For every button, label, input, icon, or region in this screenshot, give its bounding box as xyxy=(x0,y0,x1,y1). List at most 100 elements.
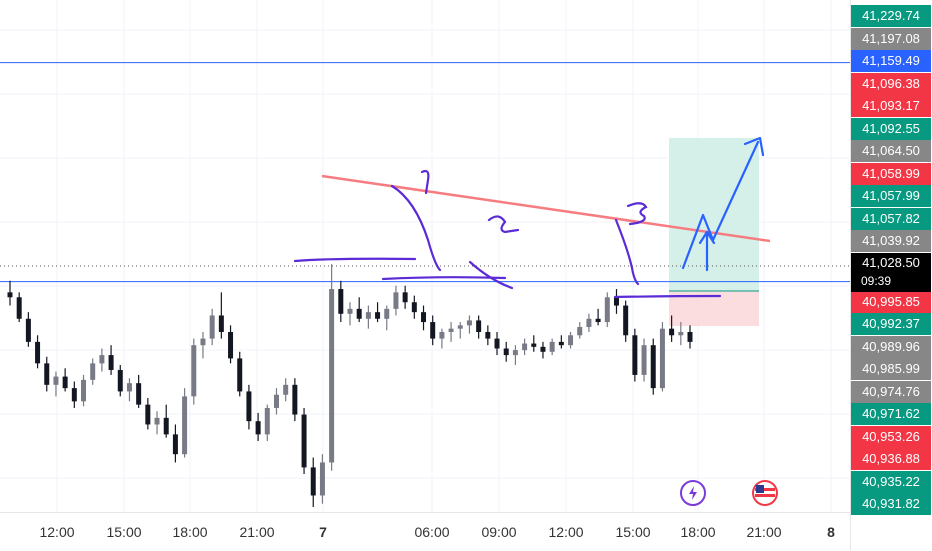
time-label: 06:00 xyxy=(414,524,450,540)
candle xyxy=(218,292,224,339)
candle-body xyxy=(154,417,160,425)
candle xyxy=(329,264,335,471)
candle-body xyxy=(283,384,289,395)
candle xyxy=(264,404,270,441)
candle-body xyxy=(503,348,509,356)
price-label: 40,995.85 xyxy=(851,290,931,313)
candle xyxy=(503,341,509,362)
candle xyxy=(568,331,574,349)
candle xyxy=(35,335,41,369)
candle-body xyxy=(393,292,399,309)
price-scale[interactable]: 41,229.74 41,197.08 41,159.49 41,096.38 41,0… xyxy=(850,0,932,550)
candle xyxy=(347,302,353,326)
candle-body xyxy=(586,318,592,328)
candle xyxy=(319,454,325,504)
candle-body xyxy=(182,396,188,455)
candle-body xyxy=(218,315,224,332)
candle-body xyxy=(430,322,436,339)
time-label: 18:00 xyxy=(172,524,208,540)
candle-body xyxy=(540,346,546,352)
candle xyxy=(246,384,252,430)
price-label: 40,953.26 xyxy=(851,425,931,448)
candle xyxy=(136,374,142,408)
us-flag-event-icon[interactable] xyxy=(752,480,778,506)
candle xyxy=(678,322,684,346)
price-label: 40,971.62 xyxy=(851,403,931,425)
lightning-event-icon[interactable] xyxy=(680,480,706,506)
price-label: 40,935.22 xyxy=(851,470,931,493)
candle xyxy=(273,388,279,415)
candle xyxy=(641,338,647,382)
candle xyxy=(476,315,482,339)
candle-body xyxy=(163,417,169,435)
candle-body xyxy=(255,421,261,435)
candle-body xyxy=(613,297,619,306)
support-line-3 xyxy=(613,294,722,299)
candle-body xyxy=(347,308,353,314)
candle-body xyxy=(476,320,482,332)
price-label: 41,197.08 xyxy=(851,27,931,50)
candle xyxy=(108,345,114,375)
candle xyxy=(439,328,445,349)
candle xyxy=(430,315,436,346)
wave-curve-2 xyxy=(468,260,514,290)
candle xyxy=(237,351,243,397)
candle-body xyxy=(172,434,178,455)
candle-body xyxy=(99,355,105,364)
candle xyxy=(338,280,344,323)
candle-body xyxy=(687,331,693,342)
candle xyxy=(595,308,601,326)
candle xyxy=(421,305,427,331)
candle xyxy=(145,398,151,430)
price-label: 41,159.49 xyxy=(851,50,931,72)
candle xyxy=(365,305,371,329)
candle-body xyxy=(301,414,307,468)
time-label: 8 xyxy=(827,524,835,540)
price-label: 41,092.55 xyxy=(851,117,931,140)
candle-body xyxy=(7,292,13,298)
candle xyxy=(613,289,619,314)
candle xyxy=(209,308,215,346)
candle-body xyxy=(90,363,96,380)
price-label: 40,985.99 xyxy=(851,358,931,380)
up-arrow-head xyxy=(698,230,716,245)
candle-body xyxy=(292,384,298,415)
candle xyxy=(154,411,160,435)
price-label: 40,931.82 xyxy=(851,493,931,515)
candle-body xyxy=(595,318,601,323)
candle xyxy=(384,305,390,331)
candle-body xyxy=(650,345,656,389)
resistance-trendline[interactable] xyxy=(321,174,771,243)
candle-body xyxy=(126,383,132,392)
candle-body xyxy=(209,315,215,339)
candle-body xyxy=(273,394,279,408)
candle xyxy=(669,315,675,342)
candle-body xyxy=(457,325,463,329)
candle-body xyxy=(200,338,206,346)
candles xyxy=(7,264,693,508)
candle-body xyxy=(466,320,472,326)
candle xyxy=(577,322,583,339)
candle-body xyxy=(191,345,197,397)
candle-body xyxy=(678,331,684,336)
candle-body xyxy=(439,331,445,339)
candle-body xyxy=(558,341,564,346)
time-label: 21:00 xyxy=(239,524,275,540)
candle xyxy=(182,388,188,458)
candle-body xyxy=(375,312,381,319)
candle-body xyxy=(246,391,252,422)
candle xyxy=(466,315,472,334)
projection-arrow-head xyxy=(743,136,765,157)
candle xyxy=(549,338,555,356)
time-scale[interactable]: 12:00 15:00 18:00 21:00 7 06:00 09:00 12:00 15:0… xyxy=(0,512,850,551)
candle-body xyxy=(35,341,41,364)
candle-body xyxy=(338,289,344,314)
candle xyxy=(457,322,463,339)
price-label: 40,989.96 xyxy=(851,335,931,358)
candle xyxy=(117,365,123,397)
price-chart[interactable] xyxy=(0,0,850,512)
horizontal-lines xyxy=(0,62,850,283)
bar-countdown: 09:39 xyxy=(861,273,892,288)
candle xyxy=(650,338,656,395)
candle-body xyxy=(411,302,417,313)
